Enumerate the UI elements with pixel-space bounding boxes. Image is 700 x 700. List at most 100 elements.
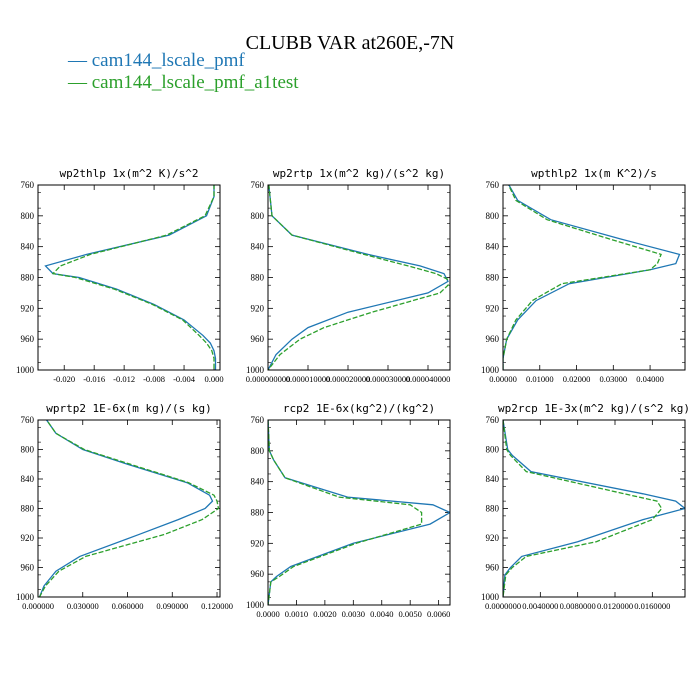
chart-title: CLUBB VAR at260E,-7N (245, 32, 455, 54)
series-line-2 (38, 420, 220, 597)
y-tick-label: 800 (251, 211, 265, 221)
y-tick-label: 880 (251, 273, 265, 283)
y-tick-label: 960 (486, 334, 500, 344)
x-tick-label: -0.004 (173, 374, 196, 384)
y-tick-label: 760 (21, 415, 35, 425)
x-tick-label: 0.0000 (256, 609, 279, 619)
x-tick-label: -0.016 (83, 374, 105, 384)
x-tick-label: 0.01000 (526, 374, 554, 384)
panel-title: wpthlp2 1x(m K^2)/s (531, 167, 657, 180)
y-tick-label: 920 (21, 303, 35, 313)
series-line-1 (503, 420, 685, 597)
panel-title: wp2rtp 1x(m^2 kg)/(s^2 kg) (273, 167, 445, 180)
y-tick-label: 880 (486, 504, 500, 514)
y-tick-label: 800 (21, 211, 35, 221)
panel-title: wp2thlp 1x(m^2 K)/s^2 (59, 167, 198, 180)
series-line-1 (268, 185, 449, 370)
y-tick-label: 840 (21, 474, 35, 484)
x-tick-label: 0.090000 (156, 601, 188, 611)
y-tick-label: 920 (486, 303, 500, 313)
y-tick-label: 800 (251, 446, 265, 456)
panel-frame (37, 419, 221, 598)
y-tick-label: 960 (21, 563, 35, 573)
y-tick-label: 840 (21, 242, 35, 252)
x-tick-label: 0.0060 (427, 609, 450, 619)
panel-frame (267, 184, 451, 371)
panel-2: wp2rtp 1x(m^2 kg)/(s^2 kg) 760 800 840 880 92… (246, 167, 451, 384)
y-tick-label: 840 (251, 242, 265, 252)
y-tick-label: 760 (486, 180, 500, 190)
x-tick-label: 0.000 (204, 374, 223, 384)
series-line-2 (268, 185, 450, 370)
x-tick-label: 0.02000 (563, 374, 591, 384)
y-tick-label: 1000 (16, 592, 35, 602)
y-tick-label: 800 (486, 211, 500, 221)
x-tick-label: 0.0000000 (485, 601, 521, 611)
panel-frame (502, 184, 686, 371)
panel-title: wprtp2 1E-6x(m kg)/(s kg) (46, 402, 212, 415)
x-tick-label: 0.0080000 (560, 601, 596, 611)
x-tick-label: 0.0010 (285, 609, 308, 619)
x-tick-label: 0.060000 (112, 601, 144, 611)
y-tick-label: 880 (21, 504, 35, 514)
x-tick-label: -0.012 (113, 374, 135, 384)
series-line-1 (38, 420, 214, 597)
x-tick-label: 0.0040 (370, 609, 393, 619)
x-tick-label: 0.0160000 (634, 601, 670, 611)
y-tick-label: 920 (251, 303, 265, 313)
y-tick-label: 960 (21, 334, 35, 344)
x-tick-label: -0.020 (53, 374, 75, 384)
series-line-2 (268, 420, 423, 605)
y-tick-label: 760 (251, 415, 265, 425)
x-tick-label: 0.000000000 (246, 374, 291, 384)
x-tick-label: 0.0050 (399, 609, 422, 619)
x-tick-label: 0.0040000 (522, 601, 558, 611)
y-tick-label: 760 (21, 180, 35, 190)
y-tick-label: 800 (21, 445, 35, 455)
x-tick-label: 0.000040000 (406, 374, 451, 384)
x-tick-label: 0.03000 (599, 374, 627, 384)
legend-entry-2: — cam144_lscale_pmf_a1test (68, 72, 299, 94)
y-tick-label: 760 (251, 180, 265, 190)
y-tick-label: 840 (486, 474, 500, 484)
x-tick-label: 0.000030000 (366, 374, 411, 384)
y-tick-label: 880 (251, 508, 265, 518)
y-tick-label: 880 (21, 273, 35, 283)
y-tick-label: 920 (486, 533, 500, 543)
panel-3: wpthlp2 1x(m K^2)/s 760 800 840 880 920 960 100… (481, 167, 686, 384)
x-tick-label: 0.04000 (636, 374, 664, 384)
x-tick-label: 0.000000 (22, 601, 54, 611)
x-tick-label: 0.000010000 (286, 374, 331, 384)
y-tick-label: 760 (486, 415, 500, 425)
legend-swatch-2: — (68, 72, 87, 93)
panel-title: wp2rcp 1E-3x(m^2 kg)/(s^2 kg) (498, 402, 690, 415)
x-tick-label: 0.0030 (342, 609, 365, 619)
series-line-1 (44, 185, 217, 370)
series-line-2 (51, 185, 215, 370)
y-tick-label: 880 (486, 273, 500, 283)
y-tick-label: 1000 (246, 365, 265, 375)
panel-frame (37, 184, 221, 371)
x-tick-label: 0.0020 (313, 609, 336, 619)
x-tick-label: 0.030000 (67, 601, 99, 611)
panel-6: wp2rcp 1E-3x(m^2 kg)/(s^2 kg)760 800 840 88… (481, 402, 690, 611)
legend-label-1: cam144_lscale_pmf (91, 50, 245, 71)
panel-1: wp2thlp 1x(m^2 K)/s^2 760 800 840 880 920 960 1… (16, 167, 224, 384)
panel-frame (502, 419, 686, 598)
x-tick-label: 0.00000 (489, 374, 517, 384)
y-tick-label: 920 (251, 538, 265, 548)
series-line-2 (503, 185, 662, 370)
x-tick-label: 0.0120000 (597, 601, 633, 611)
y-tick-label: 840 (251, 477, 265, 487)
y-tick-label: 960 (486, 563, 500, 573)
legend-label-2: cam144_lscale_pmf_a1test (91, 72, 299, 93)
y-tick-label: 920 (21, 533, 35, 543)
panel-title: rcp2 1E-6x(kg^2)/(kg^2) (283, 402, 435, 415)
y-tick-label: 1000 (481, 592, 500, 602)
y-tick-label: 1000 (481, 365, 500, 375)
legend-swatch-1: — (68, 50, 87, 71)
y-tick-label: 1000 (16, 365, 35, 375)
x-tick-label: 0.000020000 (326, 374, 371, 384)
x-tick-label: 0.120000 (201, 601, 233, 611)
